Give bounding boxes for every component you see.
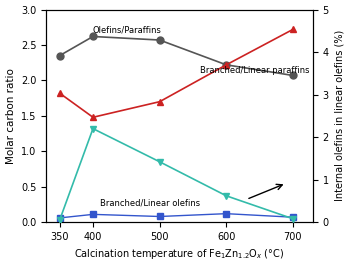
Text: Olefins/Paraffins: Olefins/Paraffins	[93, 25, 162, 34]
Y-axis label: Internal olefins in linear olefins (%): Internal olefins in linear olefins (%)	[335, 30, 344, 202]
Text: Branched/Linear olefins: Branched/Linear olefins	[100, 199, 200, 208]
Y-axis label: Molar carbon ratio: Molar carbon ratio	[6, 68, 15, 164]
X-axis label: Calcination temperature of Fe$_1$Zn$_{1.2}$O$_x$ (°C): Calcination temperature of Fe$_1$Zn$_{1.…	[75, 248, 285, 261]
Text: Branched/Linear paraffins: Branched/Linear paraffins	[199, 66, 309, 75]
